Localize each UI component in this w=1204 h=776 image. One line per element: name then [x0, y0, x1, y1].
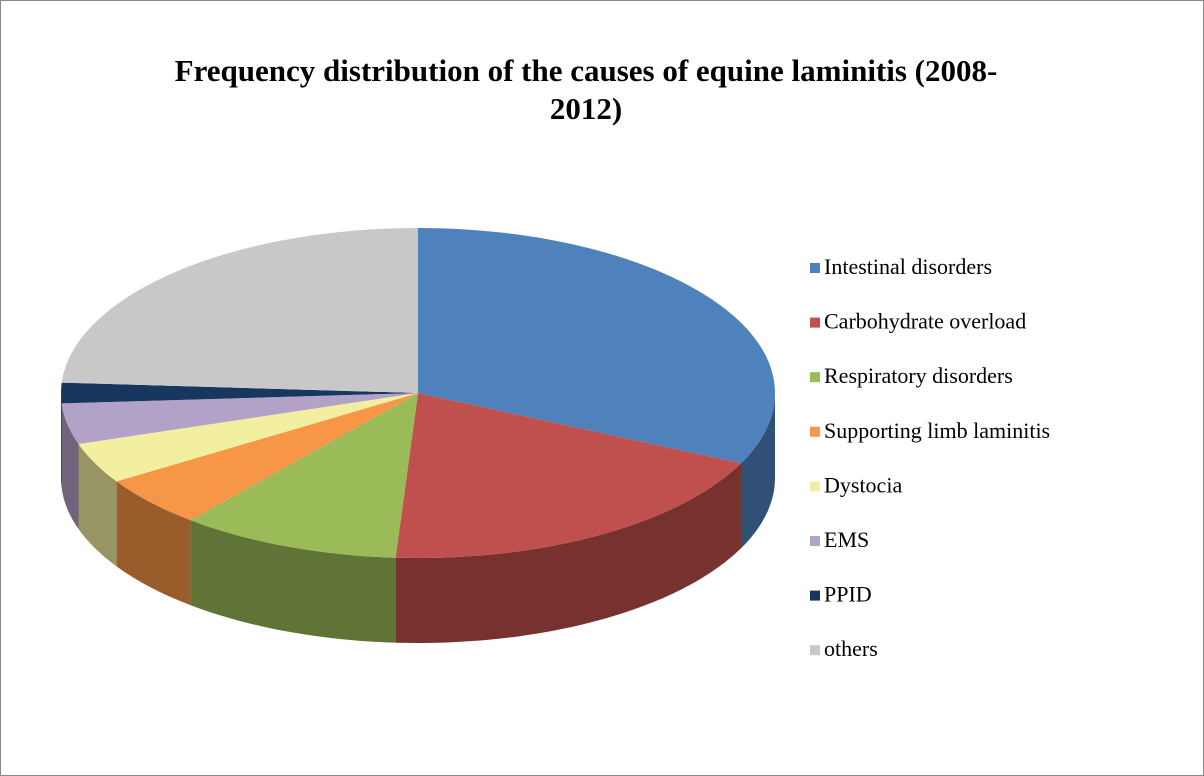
slice	[61, 382, 418, 404]
slice-side	[741, 393, 775, 549]
chart-title: Frequency distribution of the causes of …	[174, 53, 998, 126]
legend-label: Intestinal disorders	[824, 254, 992, 279]
legend-label: Carbohydrate overload	[824, 309, 1026, 334]
slice-side	[395, 463, 741, 643]
slice-side	[61, 403, 79, 529]
legend-swatch	[810, 372, 820, 383]
slice-side	[78, 444, 117, 567]
legend-swatch	[810, 536, 820, 546]
slice	[395, 393, 741, 558]
slice	[190, 393, 418, 558]
slice	[61, 393, 418, 444]
legend-label: Respiratory disorders	[824, 363, 1013, 388]
slice	[116, 393, 418, 521]
slice-side	[190, 520, 396, 643]
slice-side	[61, 393, 62, 489]
legend-swatch	[810, 426, 820, 437]
legend-swatch	[810, 481, 820, 492]
legend-label: Supporting limb laminitis	[824, 418, 1050, 443]
legend-label: Dystocia	[824, 472, 902, 497]
legend-label: PPID	[824, 582, 872, 607]
legend-swatch	[810, 263, 820, 273]
legend-swatch	[810, 317, 820, 328]
slice-side	[116, 481, 191, 606]
legend-label: EMS	[824, 527, 869, 552]
legend-swatch	[810, 590, 820, 601]
slice	[78, 393, 418, 482]
slice	[418, 228, 775, 464]
legend-swatch	[810, 645, 820, 656]
legend-label: others	[824, 636, 878, 661]
slice	[61, 228, 418, 393]
